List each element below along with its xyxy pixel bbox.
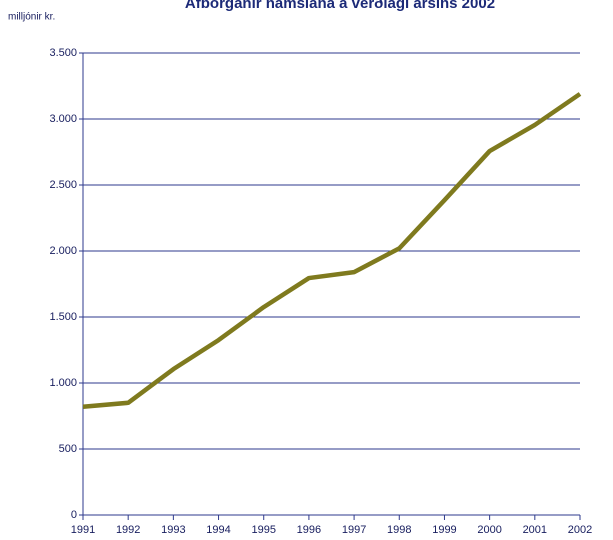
- x-tick-label: 1991: [71, 524, 95, 536]
- y-tick-label: 2.500: [49, 179, 77, 191]
- x-tick-label: 2000: [477, 524, 501, 536]
- x-tick-label: 1998: [387, 524, 411, 536]
- x-tick-label: 1992: [116, 524, 140, 536]
- x-tick-label: 2002: [568, 524, 592, 536]
- x-tick-label: 1996: [297, 524, 321, 536]
- line-series: [82, 92, 582, 410]
- x-tick-label: 1995: [251, 524, 275, 536]
- x-tick-label: 1994: [206, 524, 230, 536]
- y-tick-label: 1.500: [49, 311, 77, 323]
- y-tick-label: 500: [59, 443, 77, 455]
- x-tick-label: 1993: [161, 524, 185, 536]
- y-axis-label: milljónir kr.: [8, 12, 55, 23]
- y-tick-label: 2.000: [49, 245, 77, 257]
- x-tick-label: 1997: [342, 524, 366, 536]
- y-tick-label: 3.000: [49, 113, 77, 125]
- y-tick-label: 1.000: [49, 377, 77, 389]
- x-tick-label: 1999: [432, 524, 456, 536]
- y-tick-label: 0: [71, 509, 77, 521]
- x-tick-label: 2001: [523, 524, 547, 536]
- chart-title: Afborganir námslána á verðlagi ársins 20…: [185, 0, 495, 12]
- y-tick-label: 3.500: [49, 47, 77, 59]
